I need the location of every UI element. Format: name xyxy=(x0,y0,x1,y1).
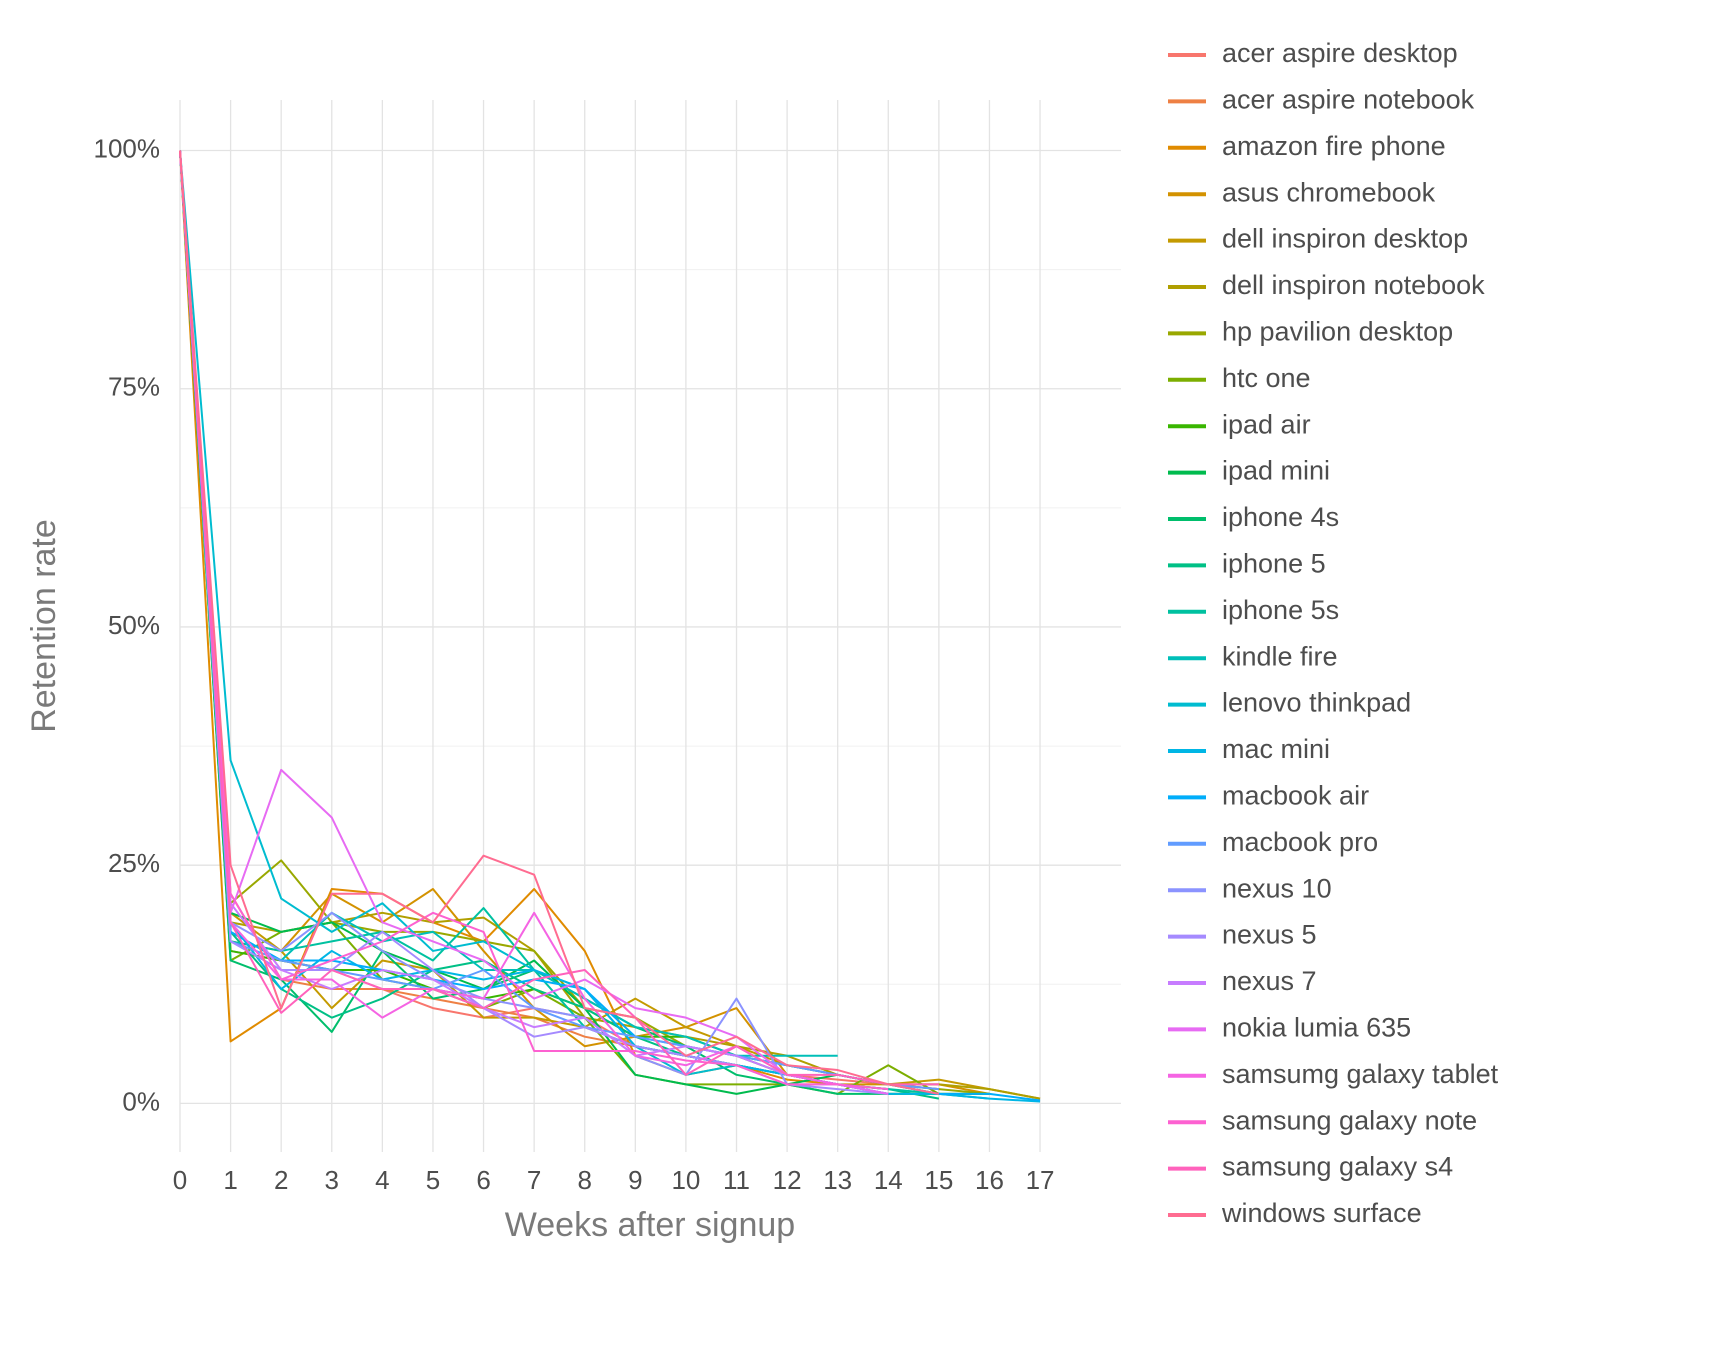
x-tick-label: 5 xyxy=(426,1165,440,1195)
legend-label: htc one xyxy=(1222,363,1311,393)
x-tick-label: 3 xyxy=(325,1165,339,1195)
y-axis-title: Retention rate xyxy=(25,519,63,733)
legend-label: iphone 4s xyxy=(1222,502,1339,532)
series-line xyxy=(179,150,889,1091)
x-tick-label: 4 xyxy=(375,1165,389,1195)
legend-label: lenovo thinkpad xyxy=(1222,688,1411,718)
series-line xyxy=(179,150,889,1095)
legend-label: asus chromebook xyxy=(1222,177,1436,207)
x-tick-label: 12 xyxy=(773,1165,802,1195)
series-line xyxy=(179,150,1041,1103)
x-tick-label: 1 xyxy=(223,1165,237,1195)
x-tick-label: 16 xyxy=(975,1165,1004,1195)
legend-label: iphone 5s xyxy=(1222,595,1339,625)
legend-label: windows surface xyxy=(1221,1198,1422,1228)
series-line xyxy=(179,150,838,1057)
legend-label: amazon fire phone xyxy=(1222,131,1446,161)
y-tick-label: 75% xyxy=(108,372,160,402)
series-line xyxy=(179,150,1041,1100)
legend-label: kindle fire xyxy=(1222,641,1338,671)
x-tick-label: 13 xyxy=(823,1165,852,1195)
legend-label: nexus 10 xyxy=(1222,873,1332,903)
series-line xyxy=(179,150,939,1091)
y-tick-label: 25% xyxy=(108,848,160,878)
lines xyxy=(179,150,1041,1103)
x-tick-label: 2 xyxy=(274,1165,288,1195)
legend-label: acer aspire desktop xyxy=(1222,38,1458,68)
series-line xyxy=(179,150,889,1095)
x-tick-label: 8 xyxy=(577,1165,591,1195)
labels: 0%25%50%75%100%0 1 2 3 4 5 6 7 8 9 10 11 12 13 14 15 16 1… xyxy=(94,133,1055,1194)
legend-label: ipad mini xyxy=(1222,456,1330,486)
series-line xyxy=(179,150,940,1095)
legend-label: nexus 5 xyxy=(1222,920,1317,950)
x-tick-label: 10 xyxy=(671,1165,700,1195)
legend-label: iphone 5 xyxy=(1222,549,1326,579)
legend-label: mac mini xyxy=(1222,734,1330,764)
legend-label: dell inspiron notebook xyxy=(1222,270,1485,300)
series-line xyxy=(179,150,939,1086)
legend-label: macbook air xyxy=(1222,781,1369,811)
x-tick-label: 7 xyxy=(527,1165,541,1195)
legend-label: ipad air xyxy=(1222,409,1311,439)
legend-label: samsung galaxy s4 xyxy=(1222,1152,1453,1182)
legend-label: nexus 7 xyxy=(1222,966,1317,996)
x-tick-label: 0 xyxy=(173,1165,187,1195)
x-tick-label: 6 xyxy=(476,1165,490,1195)
legend-label: macbook pro xyxy=(1222,827,1378,857)
grid xyxy=(179,100,1121,1152)
legend-label: samsung galaxy note xyxy=(1222,1105,1477,1135)
x-axis-title: Weeks after signup xyxy=(505,1206,795,1244)
x-tick-label: 17 xyxy=(1026,1165,1055,1195)
series-line xyxy=(179,150,940,1095)
series-line xyxy=(179,150,1041,1100)
legend: acer aspire desktop acer aspire notebook a… xyxy=(1168,38,1499,1228)
series-line xyxy=(179,150,838,1086)
legend-label: acer aspire notebook xyxy=(1222,85,1475,115)
legend-label: hp pavilion desktop xyxy=(1222,317,1453,347)
series-line xyxy=(179,150,1041,1102)
series-line xyxy=(179,150,939,1095)
legend-label: dell inspiron desktop xyxy=(1222,224,1468,254)
y-tick-label: 50% xyxy=(108,610,160,640)
legend-label: nokia lumia 635 xyxy=(1222,1013,1411,1043)
x-tick-label: 14 xyxy=(874,1165,903,1195)
legend-label: samsumg galaxy tablet xyxy=(1222,1059,1499,1089)
y-tick-label: 100% xyxy=(94,133,161,163)
series-line xyxy=(179,150,838,1086)
x-tick-label: 15 xyxy=(924,1165,953,1195)
x-tick-label: 9 xyxy=(628,1165,642,1195)
x-tick-label: 11 xyxy=(723,1165,750,1195)
y-tick-label: 0% xyxy=(122,1086,160,1116)
